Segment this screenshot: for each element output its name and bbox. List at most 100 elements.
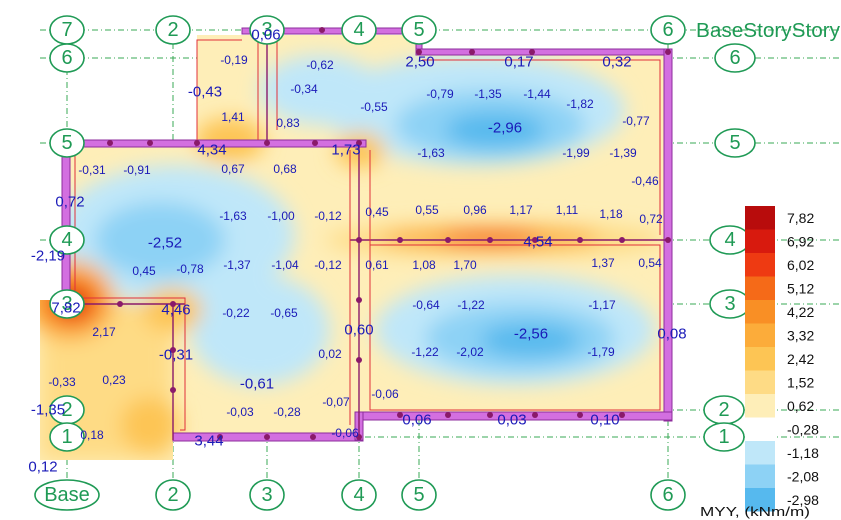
grid-bubble-top-5: 5 xyxy=(401,15,437,45)
grid-bubble-label: 2 xyxy=(718,399,729,421)
legend-swatch xyxy=(745,441,775,465)
value-label-large: 0,03 xyxy=(497,412,526,429)
value-label-large: -2,96 xyxy=(488,120,522,137)
legend-swatch xyxy=(745,229,775,253)
grid-bubble-label: 2 xyxy=(61,399,72,421)
value-label-small: -1,99 xyxy=(562,146,590,160)
grid-bubble-label: 5 xyxy=(61,132,72,154)
story-labels: BaseStoryStory xyxy=(696,20,840,42)
legend-label: -0,28 xyxy=(787,422,819,438)
grid-bubble-bottom-5: 5 xyxy=(401,479,437,511)
grid-bubble-top-2: 2 xyxy=(155,15,191,45)
value-label-small: 1,08 xyxy=(412,258,436,272)
value-label-small: -1,63 xyxy=(417,146,445,160)
grid-bubbles-right: 6 5 4 3 2 1 xyxy=(703,43,756,452)
value-label-small: 0,45 xyxy=(365,205,389,219)
value-label-small: -1,04 xyxy=(271,258,299,272)
value-label-large: 0,06 xyxy=(251,27,280,44)
value-labels-small: -0,19 -0,62 -0,34 -0,79 -1,35 -1,44 -1,82 1,41 0… xyxy=(48,53,663,442)
value-label-small: 0,83 xyxy=(276,116,300,130)
grid-bubble-label: 4 xyxy=(353,19,364,41)
legend-label: 0,62 xyxy=(787,398,814,414)
grid-bubble-label: 5 xyxy=(413,19,424,41)
grid-bubble-label: 6 xyxy=(61,47,72,69)
grid-bubble-label: 6 xyxy=(662,484,673,506)
value-label-small: -1,22 xyxy=(411,345,439,359)
grid-bubble-label: 5 xyxy=(413,484,424,506)
value-label-large: 7,82 xyxy=(51,300,80,317)
value-label-small: 1,11 xyxy=(556,203,579,217)
value-label-small: -0,64 xyxy=(412,298,440,312)
value-label-large: 2,50 xyxy=(405,54,434,71)
grid-bubble-bottom-6: 6 xyxy=(650,479,686,511)
legend-swatch xyxy=(745,206,775,230)
legend-label: -2,98 xyxy=(787,492,819,508)
value-label-small: 0,02 xyxy=(318,347,342,361)
value-label-small: -1,22 xyxy=(457,298,485,312)
value-label-small: 0,67 xyxy=(221,162,245,176)
value-label-large: 4,54 xyxy=(523,234,552,251)
grid-bubble-top-3: 3 xyxy=(249,15,285,45)
grid-bubble-label: 4 xyxy=(61,229,72,251)
grid-bubbles-left: 5 4 3 2 1 xyxy=(49,128,85,452)
legend-swatch xyxy=(745,464,775,488)
value-label-small: 0,68 xyxy=(273,162,297,176)
value-label-small: 0,72 xyxy=(639,212,663,226)
value-label-small: -0,79 xyxy=(426,87,454,101)
legend-title: MYY, (kNm/m) xyxy=(700,504,810,519)
grid-bubble-right-5: 5 xyxy=(714,128,756,158)
nodes xyxy=(63,27,671,440)
grid-bubble-left-1: 1 xyxy=(49,422,85,452)
legend-label: 1,52 xyxy=(787,375,814,391)
value-label-small: -1,39 xyxy=(609,146,637,160)
value-label-small: 2,17 xyxy=(92,325,116,339)
value-label-small: -0,31 xyxy=(78,163,106,177)
value-label-small: 1,17 xyxy=(509,203,533,217)
legend-label: 4,22 xyxy=(787,304,814,320)
grid-bubble-right-3: 3 xyxy=(709,289,751,319)
grid-bubble-bottom-3: 3 xyxy=(249,479,285,511)
legend-swatch xyxy=(745,394,775,418)
value-label-small: -0,06 xyxy=(331,426,359,440)
grid-bubble-label: Base xyxy=(44,484,90,506)
grid-bubble-top-6-left: 6 xyxy=(49,43,85,73)
value-label-large: 0,08 xyxy=(657,326,686,343)
legend-swatch xyxy=(745,488,775,512)
grid-bubble-bottom-4: 4 xyxy=(341,479,377,511)
legend-swatch xyxy=(745,417,775,441)
grid-bubble-label: 4 xyxy=(353,484,364,506)
legend-swatch xyxy=(745,276,775,300)
value-label-small: -0,91 xyxy=(123,163,151,177)
value-label-small: -0,12 xyxy=(314,209,342,223)
grid-bubbles-top: 7 6 2 3 4 5 6 BaseStoryStory xyxy=(49,15,840,73)
value-label-small: 1,18 xyxy=(599,207,623,221)
value-label-small: -1,79 xyxy=(587,345,615,359)
value-label-large: 0,60 xyxy=(344,322,373,339)
value-label-small: -1,37 xyxy=(223,258,251,272)
value-label-large: 4,46 xyxy=(161,302,190,319)
legend-label: -1,18 xyxy=(787,445,819,461)
grid-bubble-right-1: 1 xyxy=(703,422,745,452)
grid-bubble-label: 3 xyxy=(261,19,272,41)
value-label-large: 0,72 xyxy=(55,194,84,211)
value-label-small: -1,00 xyxy=(267,209,295,223)
grid-bubble-label: 6 xyxy=(729,47,740,69)
grid-bubble-bottom-2: 2 xyxy=(155,479,191,511)
grid-bubble-label: 3 xyxy=(261,484,272,506)
value-label-small: -0,77 xyxy=(622,114,650,128)
value-label-small: 0,55 xyxy=(415,203,439,217)
grid-bubble-label: 5 xyxy=(729,132,740,154)
value-label-small: -0,19 xyxy=(220,53,248,67)
value-label-large: 0,12 xyxy=(28,459,57,476)
legend-swatch xyxy=(745,370,775,394)
legend-swatch xyxy=(745,253,775,277)
grid-bubble-label: 7 xyxy=(61,19,72,41)
grid-bubble-right-4: 4 xyxy=(709,225,751,255)
value-label-small: -0,22 xyxy=(222,306,250,320)
legend-swatch xyxy=(745,347,775,371)
grid-bubble-left-5: 5 xyxy=(49,128,85,158)
value-label-large: 0,17 xyxy=(504,54,533,71)
value-label-small: -1,35 xyxy=(474,87,502,101)
